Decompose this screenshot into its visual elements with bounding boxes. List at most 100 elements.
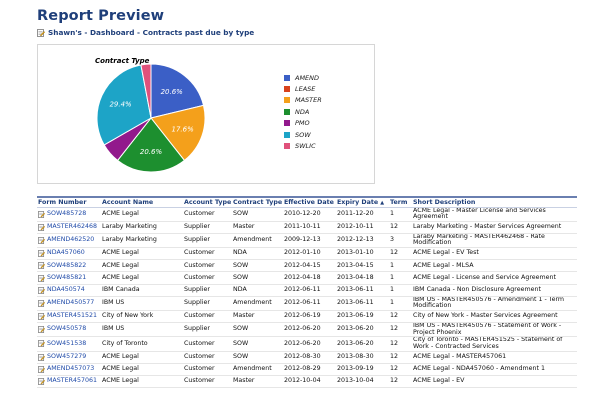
cell-contract-type: SOW — [232, 259, 283, 273]
table-row[interactable]: MASTER451521 City of New York Customer Mast… — [37, 310, 577, 324]
cell-effective-date: 2012-06-20 — [283, 322, 336, 338]
edit-document-icon[interactable] — [38, 353, 45, 361]
cell-form-number[interactable]: NDA450574 — [37, 284, 101, 297]
form-number-link[interactable]: NDA450574 — [47, 285, 85, 293]
cell-form-number[interactable]: SOW485821 — [37, 271, 101, 285]
column-header-form-number[interactable]: Form Number — [37, 198, 101, 208]
sort-ascending-icon[interactable]: ▲ — [380, 199, 385, 206]
table-row[interactable]: SOW485821 ACME Legal Customer SOW 2012-04-18… — [37, 271, 577, 285]
edit-document-icon[interactable] — [38, 299, 45, 307]
legend-label: MASTER — [295, 96, 322, 105]
cell-form-number[interactable]: AMEND462520 — [37, 233, 101, 249]
column-header-expiry-date[interactable]: Expiry Date ▲ — [336, 198, 389, 208]
pie-slice-nda[interactable] — [116, 117, 186, 173]
table-row[interactable]: SOW450578 IBM US Supplier SOW 2012-06-20 2013… — [37, 322, 577, 338]
table-row[interactable]: SOW485728 ACME Legal Customer SOW 2010-12-20… — [37, 207, 577, 222]
column-header-account-name[interactable]: Account Name — [101, 198, 183, 208]
form-number-link[interactable]: SOW457279 — [47, 352, 87, 360]
cell-account-name: Laraby Marketing — [101, 221, 183, 234]
edit-document-icon[interactable] — [38, 237, 45, 244]
form-number-link[interactable]: AMEND462520 — [47, 236, 95, 244]
cell-effective-date: 2012-06-20 — [283, 336, 336, 352]
cell-account-type: Supplier — [183, 233, 232, 249]
form-number-link[interactable]: SOW485822 — [47, 261, 87, 269]
cell-expiry-date: 2013-06-11 — [336, 296, 389, 312]
column-header-account-type[interactable]: Account Type — [183, 198, 232, 208]
column-header-short-description[interactable]: Short Description — [412, 198, 577, 208]
edit-document-icon[interactable] — [38, 326, 45, 334]
form-number-link[interactable]: AMEND457073 — [47, 365, 95, 373]
form-number-link[interactable]: NDA457060 — [47, 249, 85, 257]
table-header-row: Form Number Account Name Account Type Contr… — [37, 198, 577, 208]
cell-form-number[interactable]: SOW485822 — [37, 259, 101, 273]
edit-document-icon[interactable] — [38, 223, 45, 231]
table-row[interactable]: AMEND462520 Laraby Marketing Supplier Amend… — [37, 233, 577, 249]
breadcrumb[interactable]: Shawn's - Dashboard - Contracts past due… — [37, 28, 254, 37]
table-row[interactable]: NDA457060 ACME Legal Customer NDA 2012-01-10… — [37, 247, 577, 261]
cell-account-type: Customer — [183, 259, 232, 273]
table-row[interactable]: MASTER462468 Laraby Marketing Supplier Mast… — [37, 221, 577, 234]
table-row[interactable]: AMEND450577 IBM US Supplier Amendment 2012-0… — [37, 296, 577, 312]
table-row[interactable]: SOW457279 ACME Legal Customer SOW 2012-08-30… — [37, 351, 577, 364]
cell-term: 1 — [389, 284, 412, 297]
cell-account-type: Customer — [183, 207, 232, 222]
cell-term: 12 — [389, 336, 412, 352]
cell-effective-date: 2012-06-19 — [283, 310, 336, 324]
cell-effective-date: 2012-01-10 — [283, 247, 336, 261]
edit-document-icon[interactable] — [38, 365, 45, 373]
cell-account-type: Customer — [183, 336, 232, 352]
pie-slice-swlic[interactable] — [140, 63, 152, 119]
form-number-link[interactable]: MASTER451521 — [47, 312, 97, 320]
edit-document-icon[interactable] — [38, 210, 45, 218]
form-number-link[interactable]: MASTER457061 — [47, 377, 97, 385]
cell-account-type: Customer — [183, 351, 232, 364]
legend-item-master: MASTER — [284, 95, 322, 106]
table-row[interactable]: NDA450574 IBM Canada Supplier NDA 2012-06-11… — [37, 284, 577, 297]
table-row[interactable]: SOW451538 City of Toronto Customer SOW 2012-… — [37, 336, 577, 352]
cell-form-number[interactable]: MASTER462468 — [37, 221, 101, 234]
cell-expiry-date: 2013-04-18 — [336, 271, 389, 285]
cell-form-number[interactable]: SOW450578 — [37, 322, 101, 338]
edit-document-icon[interactable] — [38, 340, 45, 348]
form-number-link[interactable]: MASTER462468 — [47, 222, 97, 230]
cell-account-type: Customer — [183, 363, 232, 376]
form-number-link[interactable]: SOW485821 — [47, 273, 87, 281]
cell-account-name: ACME Legal — [101, 259, 183, 273]
cell-short-description: Laraby Marketing - MASTER462468 - Rate M… — [412, 233, 577, 249]
cell-effective-date: 2012-04-18 — [283, 271, 336, 285]
table-row[interactable]: MASTER457061 ACME Legal Customer Master 2012… — [37, 375, 577, 389]
table-row[interactable]: AMEND457073 ACME Legal Customer Amendment 20… — [37, 363, 577, 376]
form-number-link[interactable]: AMEND450577 — [47, 299, 95, 307]
cell-form-number[interactable]: AMEND450577 — [37, 296, 101, 312]
cell-form-number[interactable]: NDA457060 — [37, 247, 101, 261]
cell-form-number[interactable]: MASTER457061 — [37, 375, 101, 389]
edit-document-icon[interactable] — [38, 274, 45, 282]
edit-document-icon[interactable] — [38, 262, 45, 270]
column-header-effective-date[interactable]: Effective Date — [283, 198, 336, 208]
edit-document-icon[interactable] — [38, 250, 45, 258]
cell-form-number[interactable]: MASTER451521 — [37, 310, 101, 324]
edit-document-icon[interactable] — [38, 378, 45, 385]
page-title: Report Preview — [37, 8, 165, 24]
cell-effective-date: 2011-10-11 — [283, 221, 336, 234]
cell-contract-type: SOW — [232, 207, 283, 222]
cell-form-number[interactable]: SOW451538 — [37, 336, 101, 352]
pie-slice-master[interactable] — [150, 104, 206, 162]
form-number-link[interactable]: SOW485728 — [47, 209, 87, 217]
breadcrumb-text[interactable]: Shawn's - Dashboard - Contracts past due… — [48, 28, 255, 37]
cell-short-description: IBM US - MASTER450576 - Amendment 1 - Te… — [412, 296, 577, 312]
cell-short-description: ACME Legal - MASTER457061 — [412, 351, 577, 364]
legend-swatch — [284, 97, 290, 104]
column-header-term[interactable]: Term — [389, 198, 412, 208]
table-row[interactable]: SOW485822 ACME Legal Customer SOW 2012-04-15… — [37, 259, 577, 273]
form-number-link[interactable]: SOW451538 — [47, 339, 87, 347]
pie-slice-sow[interactable] — [96, 64, 152, 146]
cell-form-number[interactable]: SOW485728 — [37, 207, 101, 222]
edit-document-icon[interactable] — [38, 286, 45, 294]
column-header-contract-type[interactable]: Contract Type — [232, 198, 283, 208]
edit-document-icon[interactable] — [38, 313, 45, 321]
pie-slice-amend[interactable] — [150, 63, 205, 119]
cell-form-number[interactable]: SOW457279 — [37, 351, 101, 364]
cell-form-number[interactable]: AMEND457073 — [37, 363, 101, 376]
form-number-link[interactable]: SOW450578 — [47, 325, 87, 333]
